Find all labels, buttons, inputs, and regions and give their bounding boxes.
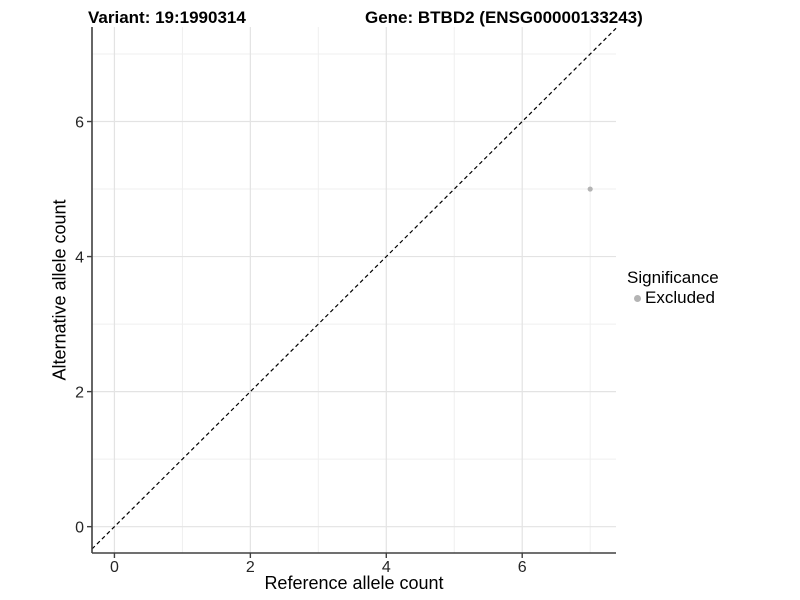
legend: Significance Excluded <box>627 268 719 308</box>
y-tick-label: 2 <box>75 385 84 402</box>
x-tick-label: 4 <box>382 559 391 576</box>
plot-title-gene: Gene: BTBD2 (ENSG00000133243) <box>365 8 643 27</box>
legend-item-excluded: Excluded <box>627 288 719 308</box>
x-tick-label: 0 <box>110 559 119 576</box>
data-point <box>587 186 593 192</box>
x-tick-label: 2 <box>246 559 255 576</box>
legend-title: Significance <box>627 268 719 287</box>
x-axis-label: Reference allele count <box>264 573 444 593</box>
plot-title-row: Variant: 19:1990314 Gene: BTBD2 (ENSG000… <box>0 8 800 30</box>
y-tick-label: 4 <box>75 250 84 267</box>
legend-point-icon <box>634 294 641 302</box>
y-axis-label: Alternative allele count <box>49 199 70 381</box>
plot-title-variant: Variant: 19:1990314 <box>88 8 246 27</box>
y-tick-label: 6 <box>75 115 84 132</box>
y-tick-label: 0 <box>75 520 84 537</box>
x-tick-label: 6 <box>518 559 527 576</box>
legend-item-label: Excluded <box>645 288 715 307</box>
identity-line <box>91 27 617 550</box>
